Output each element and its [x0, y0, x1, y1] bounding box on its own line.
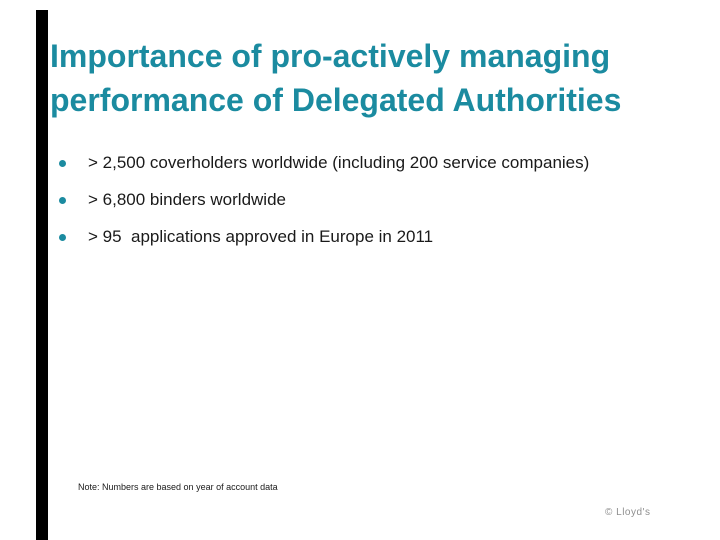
list-item: > 2,500 coverholders worldwide (includin…	[56, 152, 686, 174]
left-accent-bar	[36, 10, 48, 540]
bullet-text-coverholders: > 2,500 coverholders worldwide (includin…	[88, 153, 590, 172]
copyright-text: © Lloyd's	[605, 507, 651, 518]
list-item: > 6,800 binders worldwide	[56, 189, 686, 211]
bullet-text-binders: > 6,800 binders worldwide	[88, 190, 286, 209]
page-title: Importance of pro-actively managing perf…	[50, 38, 622, 118]
bullet-list: > 2,500 coverholders worldwide (includin…	[56, 152, 686, 248]
bullet-icon	[59, 234, 66, 241]
bullet-text-applications: > 95 applications approved in Europe in …	[88, 227, 434, 246]
bullet-icon	[59, 197, 66, 204]
bullet-icon	[59, 160, 66, 167]
footnote-text: Note: Numbers are based on year of accou…	[78, 482, 278, 492]
list-item: > 95 applications approved in Europe in …	[56, 226, 686, 248]
